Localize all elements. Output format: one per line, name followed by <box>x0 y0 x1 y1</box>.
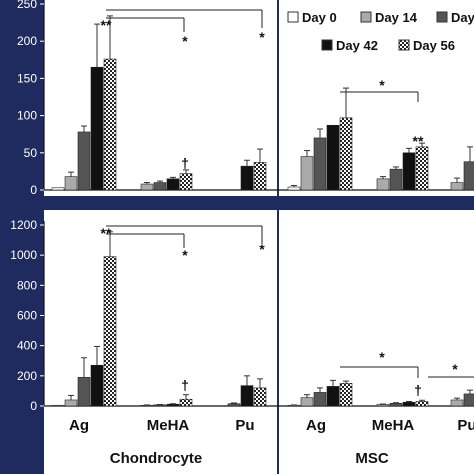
y-tick-label: 0 <box>30 399 37 413</box>
bar <box>313 137 327 191</box>
legend-swatch-day42 <box>321 39 333 51</box>
bar <box>313 392 327 407</box>
bar <box>463 161 474 191</box>
bar <box>103 256 117 407</box>
bar <box>179 398 193 407</box>
bar <box>51 187 65 191</box>
bar <box>402 152 416 191</box>
bar <box>240 165 254 191</box>
bar <box>166 403 180 407</box>
annotation-double-star: ** <box>101 225 112 241</box>
bar <box>300 156 314 191</box>
bar <box>64 399 78 407</box>
bar <box>287 186 301 191</box>
bar <box>140 183 154 191</box>
legend-label-day28: Day <box>451 10 474 25</box>
bar <box>253 387 267 407</box>
annotation-star: * <box>379 349 385 365</box>
annotation-star: * <box>182 247 188 263</box>
y-tick-label: 250 <box>17 0 37 11</box>
legend-label-day14: Day 14 <box>375 10 418 25</box>
bar <box>64 176 78 191</box>
annotation-star: * <box>182 33 188 49</box>
bar <box>166 178 180 191</box>
y-tick-label: 1000 <box>10 248 37 262</box>
bar <box>389 168 403 191</box>
bar <box>402 401 416 407</box>
bar <box>415 401 429 407</box>
significance-annotations: *** *†****** *†*†* <box>101 9 474 398</box>
bar <box>103 58 117 191</box>
y-tick-label: 100 <box>17 109 37 123</box>
y-tick-label: 200 <box>17 34 37 48</box>
bar <box>415 146 429 191</box>
legend-swatch-day56 <box>398 39 410 51</box>
legend-label-day0: Day 0 <box>302 10 337 25</box>
bar <box>90 66 104 191</box>
annotation-dagger: † <box>181 377 189 393</box>
bar <box>326 386 340 407</box>
x-label-msc-ag: Ag <box>306 417 326 434</box>
x-label-msc-meha: MeHA <box>372 417 415 434</box>
annotation-double-star: ** <box>413 133 424 149</box>
group-label-chondrocyte: Chondrocyte <box>110 450 203 467</box>
x-label-msc-pu: Pu <box>457 417 474 434</box>
y-tick-label: 150 <box>17 71 37 85</box>
x-label-chondro-ag: Ag <box>69 417 89 434</box>
group-label-msc: MSC <box>355 450 389 467</box>
bar <box>300 397 314 407</box>
bar <box>389 402 403 407</box>
annotation-star: * <box>259 29 265 45</box>
annotation-dagger: † <box>181 155 189 171</box>
bar <box>77 377 91 407</box>
y-tick-label: 800 <box>17 278 37 292</box>
bar <box>253 162 267 191</box>
bar <box>450 399 464 407</box>
bar <box>227 403 241 407</box>
bars <box>51 15 474 407</box>
bar <box>153 182 167 191</box>
bar <box>376 178 390 191</box>
bar <box>179 173 193 191</box>
bar <box>450 182 464 191</box>
y-tick-label: 1200 <box>10 218 37 232</box>
bar <box>77 131 91 191</box>
y-tick-label: 600 <box>17 309 37 323</box>
annotation-star: * <box>452 361 458 377</box>
x-label-chondro-pu: Pu <box>235 417 254 434</box>
legend-swatch-day28 <box>436 11 448 23</box>
legend-swatch-day14 <box>360 11 372 23</box>
x-label-chondro-meha: MeHA <box>147 417 190 434</box>
bar <box>376 404 390 407</box>
y-tick-label: 200 <box>17 369 37 383</box>
bar <box>326 124 340 191</box>
y-tick-label: 400 <box>17 339 37 353</box>
bar <box>339 383 353 407</box>
y-tick-label: 50 <box>24 146 38 160</box>
annotation-dagger: † <box>414 382 422 398</box>
bar <box>463 393 474 407</box>
bar <box>240 385 254 407</box>
bar <box>90 364 104 407</box>
annotation-double-star: ** <box>101 17 112 33</box>
legend: Day 0 Day 14 Day Day 42 Day 56 <box>287 10 474 53</box>
x-axis-label-strip <box>44 410 474 474</box>
x-category-labels: Ag MeHA Pu Ag MeHA Pu Chondrocyte MSC <box>69 417 474 467</box>
bar <box>339 117 353 191</box>
bar <box>51 404 65 407</box>
legend-label-day56: Day 56 <box>413 38 455 53</box>
annotation-star: * <box>379 77 385 93</box>
annotation-star: * <box>259 241 265 257</box>
legend-swatch-day0 <box>287 11 299 23</box>
legend-label-day42: Day 42 <box>336 38 378 53</box>
y-tick-label: 0 <box>30 183 37 197</box>
